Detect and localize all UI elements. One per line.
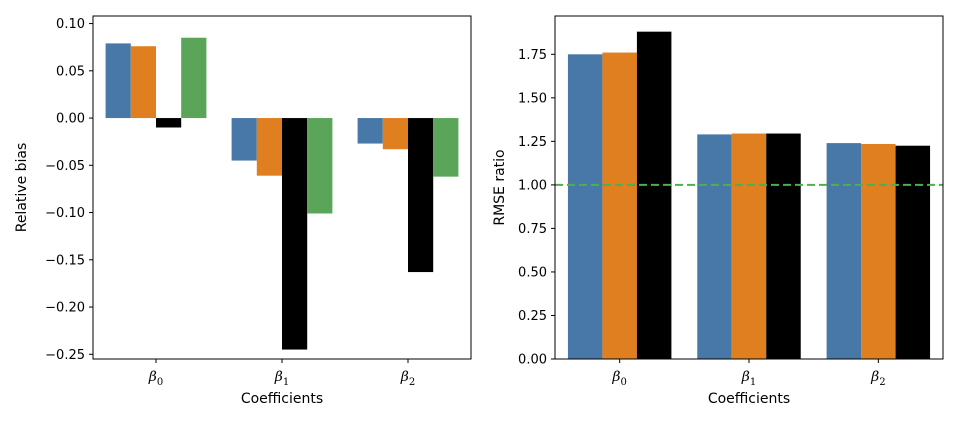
bar-series-1-cat-0: [567, 54, 603, 360]
y-tick-label: 1.25: [518, 135, 547, 150]
x-tick-label: β0: [148, 369, 163, 388]
bar-series-1-cat-2: [826, 143, 862, 359]
x-tick-label: β1: [274, 369, 289, 388]
bar-series-4-cat-0: [181, 37, 207, 119]
bar-series-3-cat-0: [636, 31, 672, 360]
y-tick-label: 0.50: [518, 265, 547, 280]
y-tick-label: 0.00: [56, 112, 85, 127]
y-tick-label: −0.20: [45, 301, 85, 316]
y-tick-label: −0.25: [45, 348, 85, 363]
x-axis-label: Coefficients: [241, 391, 323, 407]
y-tick-label: 1.75: [518, 48, 547, 63]
y-tick-label: −0.15: [45, 253, 85, 268]
bar-series-3-cat-2: [895, 145, 931, 359]
x-tick-label: β2: [400, 369, 415, 388]
bar-series-2-cat-1: [731, 133, 767, 359]
relative-bias-chart: 0.10 0.05 0.00 −0.05 −0.10 −0.15 −0.20 −0.25 β0 β…: [14, 15, 472, 407]
bar-series-1-cat-0: [105, 43, 131, 119]
bar-series-2-cat-2: [861, 143, 896, 359]
x-tick-label: β1: [741, 369, 756, 388]
y-axis-label: RMSE ratio: [492, 149, 508, 225]
bar-series-4-cat-1: [307, 118, 333, 214]
y-tick-label: 0.05: [56, 64, 85, 79]
x-axis-label: Coefficients: [708, 391, 790, 407]
y-tick-label: −0.05: [45, 159, 85, 174]
rmse-ratio-chart: 0.00 0.25 0.50 0.75 1.00 1.25 1.50 1.75 β0 β1 β2 Co…: [492, 15, 944, 407]
y-axis-label: Relative bias: [14, 143, 30, 233]
y-tick-label: 0.75: [518, 222, 547, 237]
bar-series-2-cat-0: [130, 46, 156, 119]
bar-series-2-cat-2: [382, 118, 408, 150]
y-tick-label: 0.25: [518, 309, 547, 324]
y-tick-label: 1.00: [518, 178, 547, 193]
bar-series-3-cat-1: [282, 118, 308, 350]
x-tick-label: β0: [611, 369, 626, 388]
bar-series-3-cat-0: [156, 118, 182, 128]
bar-series-4-cat-2: [433, 118, 459, 177]
bar-series-3-cat-1: [766, 133, 801, 359]
y-tick-label: 0.00: [518, 353, 547, 368]
bar-series-1-cat-2: [357, 118, 383, 144]
bar-series-1-cat-1: [231, 118, 257, 161]
bar-series-2-cat-0: [602, 52, 637, 360]
bar-series-1-cat-1: [697, 134, 732, 359]
y-tick-label: 0.10: [56, 17, 85, 32]
y-tick-label: −0.10: [45, 206, 85, 221]
y-tick-label: 1.50: [518, 91, 547, 106]
bar-series-2-cat-1: [256, 118, 282, 176]
bar-series-3-cat-2: [408, 118, 434, 273]
x-tick-label: β2: [870, 369, 885, 388]
